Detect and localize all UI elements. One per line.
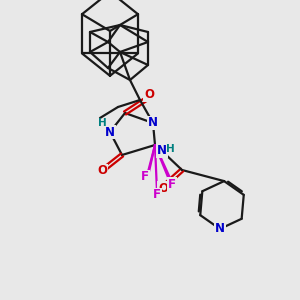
Text: F: F <box>141 170 149 184</box>
Text: N: N <box>105 125 115 139</box>
Text: F: F <box>168 178 176 190</box>
Text: F: F <box>153 188 161 202</box>
Text: H: H <box>98 118 106 128</box>
Text: N: N <box>148 116 158 130</box>
Text: O: O <box>97 164 107 178</box>
Text: N: N <box>157 145 167 158</box>
Text: O: O <box>144 88 154 101</box>
Text: H: H <box>166 144 174 154</box>
Text: N: N <box>215 222 225 236</box>
Text: O: O <box>158 182 168 194</box>
